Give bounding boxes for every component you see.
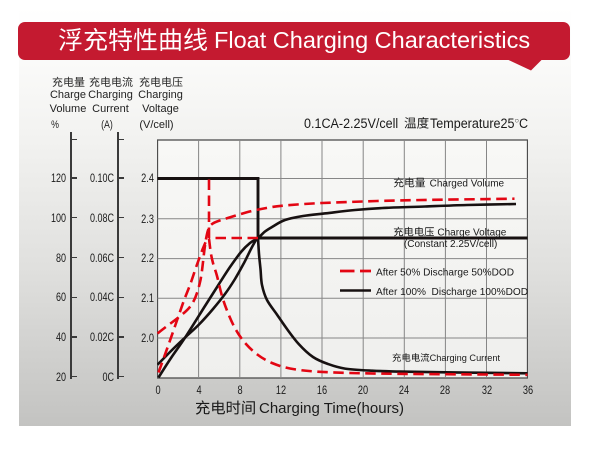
svg-text:After 50% Discharge 50%DOD: After 50% Discharge 50%DOD bbox=[376, 267, 514, 278]
svg-text:(Constant 2.25V/cell): (Constant 2.25V/cell) bbox=[404, 239, 497, 250]
svg-text:After 100% Discharge 100%DOD: After 100% Discharge 100%DOD bbox=[376, 287, 528, 298]
svg-text:Charged Volume: Charged Volume bbox=[430, 179, 505, 190]
svg-text:Charging Current: Charging Current bbox=[430, 353, 501, 363]
svg-text:Charge Voltage: Charge Voltage bbox=[437, 228, 506, 239]
